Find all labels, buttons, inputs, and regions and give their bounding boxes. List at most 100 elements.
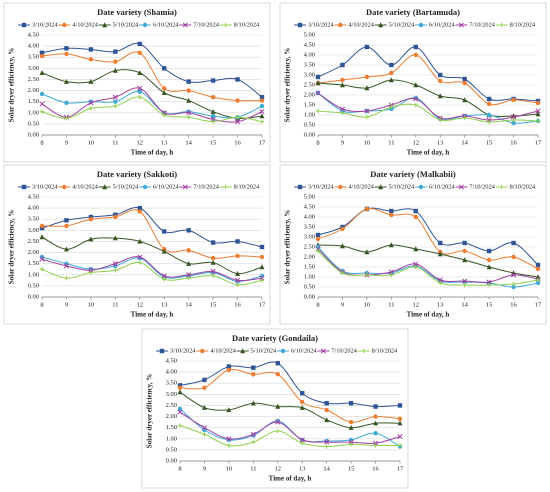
chart-title: Date variety (Bartamuda) [366,7,460,17]
legend-label: 3/10/2024 [308,183,334,190]
series-line [317,250,539,286]
y-tick-label: 4.50 [304,203,315,210]
marker [113,214,118,220]
marker [315,80,321,86]
x-axis-label: Time of day, h [407,149,450,157]
y-axis-label: Solar dryer efficiency, % [8,48,16,122]
legend-label: 4/10/2024 [72,183,98,190]
x-tick-label: 11 [388,139,394,146]
marker [373,414,378,419]
marker [202,377,207,383]
marker [259,254,265,260]
marker [397,443,403,448]
legend-label: 4/10/2024 [348,21,374,28]
marker [462,97,468,103]
legend-label: 8/10/2024 [372,347,398,354]
marker [299,437,305,443]
legend-marker [62,22,67,28]
legend-marker [297,22,303,28]
y-tick-label: 1.50 [304,263,315,270]
series-line [317,103,539,123]
marker [137,50,142,55]
marker [202,432,207,437]
marker [210,113,216,119]
marker [39,225,45,231]
y-tick-label: 1.00 [166,435,177,442]
marker [186,260,192,266]
chart-panel: Date variety (Shamia) 0.00 0.50 1.00 1.50 2.0… [3,2,271,163]
marker [226,367,232,373]
x-tick-label: 13 [161,301,168,308]
marker [324,401,329,406]
marker [348,419,354,425]
legend-label: 6/10/2024 [153,183,179,190]
marker [137,238,143,244]
marker [388,242,394,248]
x-tick-label: 12 [413,301,420,308]
marker [348,401,354,406]
legend-label: 7/10/2024 [331,347,357,354]
marker [413,261,419,267]
x-tick-label: 13 [437,139,444,146]
x-tick-label: 15 [486,301,493,308]
marker [340,226,345,232]
x-tick-label: 17 [259,139,266,146]
x-tick-label: 15 [348,465,355,472]
marker [161,90,167,95]
y-tick-label: 2.50 [304,243,315,250]
marker [300,441,305,446]
legend-label: 5/10/2024 [113,183,139,190]
marker [39,70,45,75]
marker [177,409,183,415]
legend-label: 8/10/2024 [234,21,260,28]
marker [64,223,69,229]
marker [340,77,345,83]
marker [413,44,418,50]
marker [388,77,394,83]
marker [535,262,541,268]
marker [413,102,418,108]
x-tick-label: 12 [137,139,144,146]
marker [235,119,241,125]
marker [250,400,256,406]
marker [462,282,467,288]
marker [186,275,191,281]
series-line [317,46,539,102]
x-tick-label: 14 [323,465,330,472]
marker [364,206,370,212]
marker [112,67,118,73]
chart-panel: Date variety (Gondaila) 0.00 0.50 1.00 1.50 2… [141,328,409,489]
x-tick-label: 17 [397,465,404,472]
legend-marker [223,184,228,190]
x-tick-label: 15 [210,301,217,308]
legend-marker [182,184,188,190]
y-tick-label: 3.50 [304,61,315,68]
series-line [41,51,263,102]
legend-label: 8/10/2024 [510,183,536,190]
marker [259,275,265,281]
x-tick-label: 14 [461,139,468,146]
legend-label: 6/10/2024 [429,21,455,28]
marker [486,279,492,285]
series-line [41,236,263,275]
chart-title: Date variety (Malkabii) [370,169,456,179]
marker [226,407,232,413]
x-tick-label: 10 [88,139,95,146]
legend-marker [418,184,424,190]
marker [259,95,265,100]
x-tick-label: 10 [88,301,95,308]
marker [39,267,45,272]
x-tick-label: 11 [112,139,118,146]
marker [388,269,394,275]
y-tick-label: 0.00 [304,131,315,138]
chart-title: Date variety (Sakkoti) [97,169,177,179]
legend-marker [102,22,108,28]
marker [315,236,321,242]
chart-panel: Date variety (Malkabii) 0.00 0.50 1.00 1.50 2… [279,164,547,325]
marker [177,406,183,411]
y-tick-label: 2.00 [28,249,39,256]
y-tick-label: 0.50 [28,282,39,289]
marker [39,101,45,107]
marker [535,100,541,106]
